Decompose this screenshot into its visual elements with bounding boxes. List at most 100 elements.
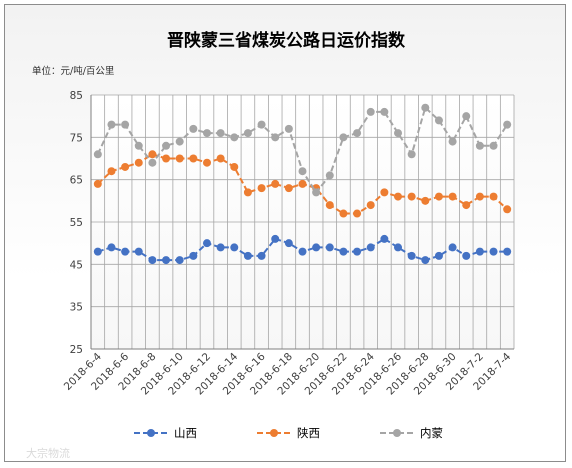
legend-label: 内蒙 — [420, 426, 443, 440]
data-point — [107, 120, 116, 129]
legend-item[interactable]: 内蒙 — [380, 426, 443, 440]
data-point — [93, 179, 102, 188]
data-point — [216, 154, 225, 163]
y-tick-label: 25 — [70, 344, 83, 356]
data-point — [407, 192, 416, 201]
data-point — [257, 184, 266, 193]
data-point — [489, 247, 498, 256]
data-point — [339, 247, 348, 256]
legend-swatch-marker — [393, 429, 401, 437]
data-point — [175, 154, 184, 163]
data-point — [148, 150, 157, 159]
data-point — [148, 158, 157, 167]
data-point — [162, 256, 171, 265]
data-point — [298, 179, 307, 188]
data-point — [216, 243, 225, 252]
data-point — [434, 192, 443, 201]
data-point — [284, 124, 293, 133]
series-3 — [93, 103, 512, 197]
data-point — [162, 154, 171, 163]
data-point — [175, 256, 184, 265]
data-point — [325, 171, 334, 180]
watermark: 大宗物流 — [26, 446, 70, 460]
data-point — [380, 188, 389, 197]
y-tick-label: 75 — [70, 132, 83, 144]
legend-item[interactable]: 陕西 — [257, 426, 320, 440]
data-point — [121, 120, 130, 129]
data-point — [462, 251, 471, 260]
data-point — [366, 243, 375, 252]
data-point — [407, 251, 416, 260]
data-point — [162, 141, 171, 150]
data-point — [489, 192, 498, 201]
data-point — [93, 247, 102, 256]
data-point — [107, 243, 116, 252]
data-point — [353, 129, 362, 138]
data-point — [407, 150, 416, 159]
data-point — [202, 239, 211, 248]
data-point — [434, 251, 443, 260]
data-point — [421, 103, 430, 112]
data-point — [257, 251, 266, 260]
data-point — [503, 205, 512, 214]
data-point — [230, 243, 239, 252]
y-tick-label: 85 — [70, 90, 83, 102]
data-point — [284, 239, 293, 248]
y-tick-label: 65 — [70, 175, 83, 187]
data-point — [489, 141, 498, 150]
chart-title: 晋陕蒙三省煤炭公路日运价指数 — [167, 30, 406, 51]
data-point — [448, 192, 457, 201]
data-point — [230, 133, 239, 142]
data-point — [134, 158, 143, 167]
legend-item[interactable]: 山西 — [134, 426, 197, 440]
y-tick-label: 45 — [70, 259, 83, 271]
data-point — [284, 184, 293, 193]
data-point — [175, 137, 184, 146]
data-point — [148, 256, 157, 265]
data-point — [475, 192, 484, 201]
data-point — [202, 129, 211, 138]
series-2 — [93, 150, 512, 218]
data-point — [380, 107, 389, 116]
data-point — [448, 243, 457, 252]
data-point — [503, 247, 512, 256]
data-point — [134, 247, 143, 256]
data-point — [189, 154, 198, 163]
data-point — [107, 167, 116, 176]
data-point — [271, 179, 280, 188]
data-point — [121, 162, 130, 171]
data-point — [394, 192, 403, 201]
y-tick-label: 35 — [70, 302, 83, 314]
data-point — [366, 107, 375, 116]
legend-swatch-marker — [270, 429, 278, 437]
legend-swatch-marker — [147, 429, 155, 437]
data-point — [448, 137, 457, 146]
data-point — [312, 243, 321, 252]
data-point — [189, 124, 198, 133]
data-point — [243, 188, 252, 197]
legend-label: 山西 — [174, 426, 197, 440]
data-point — [93, 150, 102, 159]
data-point — [243, 129, 252, 138]
data-point — [271, 133, 280, 142]
unit-label: 单位：元/吨/百公里 — [32, 65, 114, 77]
data-point — [325, 201, 334, 210]
data-point — [325, 243, 334, 252]
data-point — [421, 196, 430, 205]
data-point — [134, 141, 143, 150]
data-point — [298, 247, 307, 256]
data-point — [339, 209, 348, 218]
data-point — [243, 251, 252, 260]
data-point — [339, 133, 348, 142]
data-point — [503, 120, 512, 129]
data-point — [312, 188, 321, 197]
data-point — [475, 247, 484, 256]
data-point — [121, 247, 130, 256]
data-point — [394, 243, 403, 252]
series-1 — [93, 234, 512, 265]
data-point — [353, 247, 362, 256]
data-point — [366, 201, 375, 210]
y-tick-label: 55 — [70, 217, 83, 229]
data-point — [189, 251, 198, 260]
data-point — [216, 129, 225, 138]
